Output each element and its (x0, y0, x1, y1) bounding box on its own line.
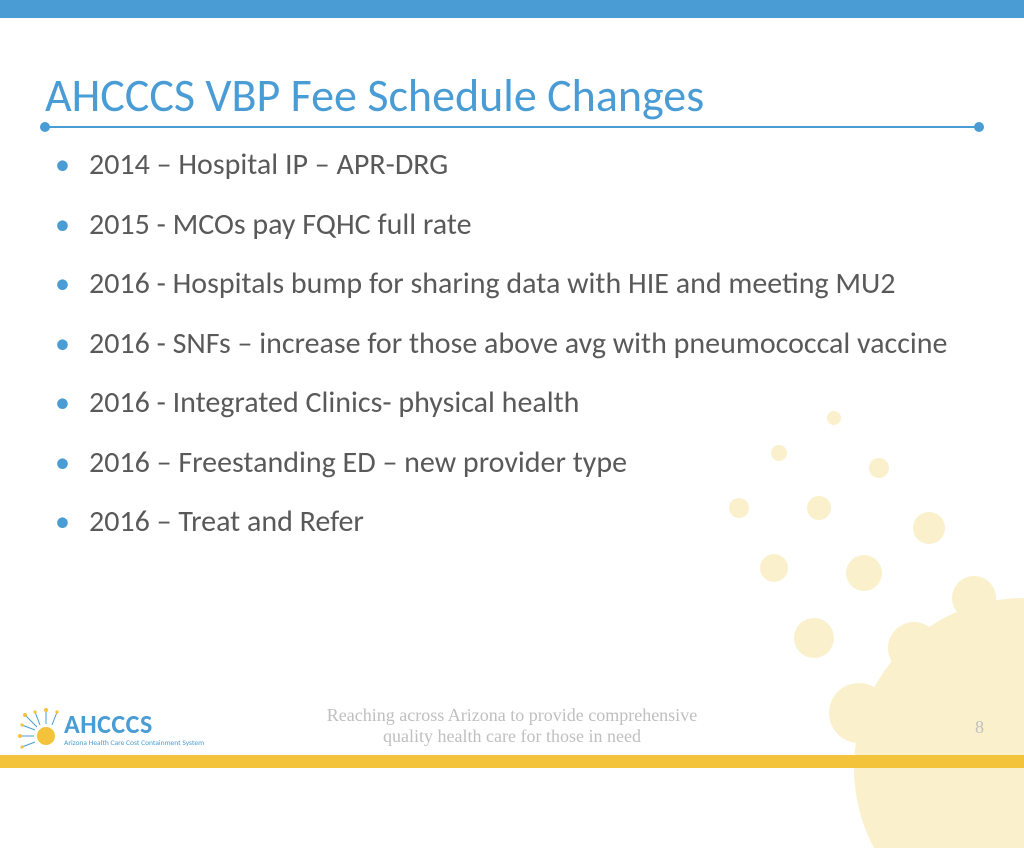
bottom-accent-bar (0, 755, 1024, 768)
footer-line2: quality health care for those in need (383, 726, 641, 746)
bullet-item: 2016 – Freestanding ED – new provider ty… (55, 444, 979, 482)
bullet-item: 2016 – Treat and Refer (55, 503, 979, 541)
footer-bar (0, 755, 1024, 768)
page-number: 8 (975, 717, 984, 738)
bullet-item: 2016 - SNFs – increase for those above a… (55, 325, 979, 363)
bullet-item: 2014 – Hospital IP – APR-DRG (55, 146, 979, 184)
footer-line1: Reaching across Arizona to provide compr… (327, 705, 697, 725)
bullet-item: 2016 - Hospitals bump for sharing data w… (55, 265, 979, 303)
bullet-item: 2015 - MCOs pay FQHC full rate (55, 206, 979, 244)
footer-tagline: Reaching across Arizona to provide compr… (0, 705, 1024, 748)
slide-title: AHCCCS VBP Fee Schedule Changes (45, 68, 979, 128)
top-accent-bar (0, 0, 1024, 18)
bullet-item: 2016 - Integrated Clinics- physical heal… (55, 384, 979, 422)
bullet-list: 2014 – Hospital IP – APR-DRG 2015 - MCOs… (45, 146, 979, 541)
slide-content: AHCCCS VBP Fee Schedule Changes 2014 – H… (0, 18, 1024, 541)
